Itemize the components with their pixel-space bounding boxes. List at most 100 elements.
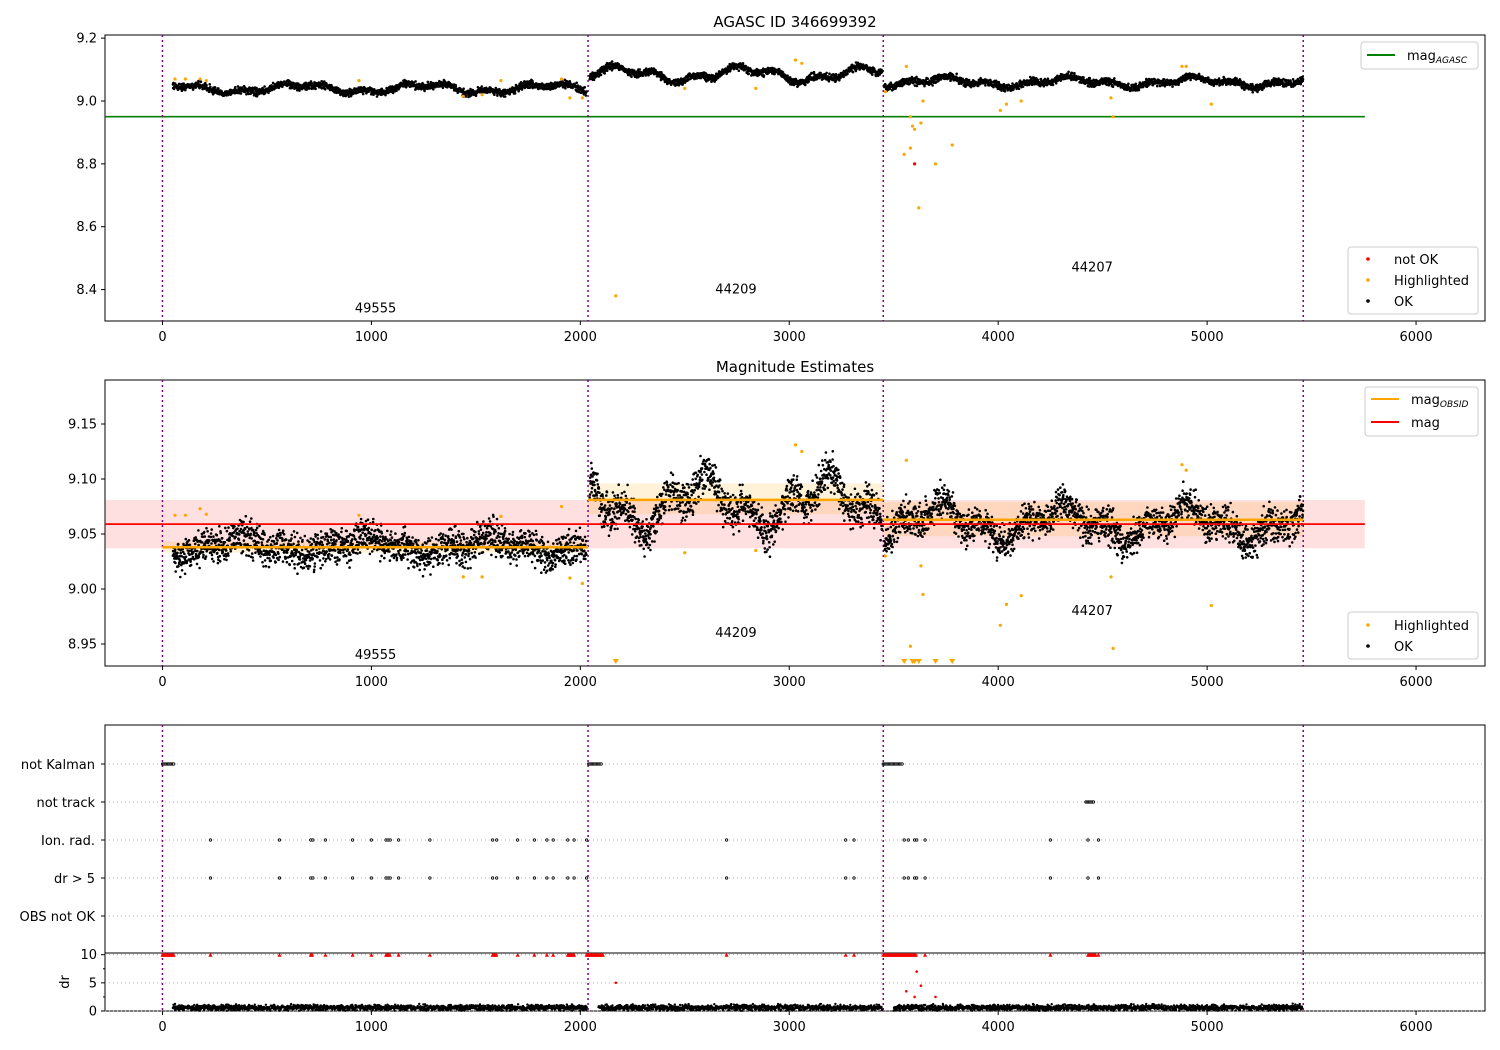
ok-point: [239, 92, 243, 95]
ok-point: [1263, 85, 1266, 89]
ok-point: [207, 90, 211, 93]
ok-point: [1111, 85, 1115, 88]
highlighted-point: [919, 121, 923, 125]
highlighted-point: [800, 61, 804, 65]
ok-point: [263, 85, 266, 88]
ok-point: [513, 92, 517, 95]
ok-point: [949, 78, 953, 81]
highlighted-point: [1209, 102, 1213, 106]
legend-lower-swatch: [1366, 299, 1370, 303]
x-tick-label: 6000: [1400, 330, 1433, 345]
ok-point: [1046, 77, 1050, 80]
ok-point: [1235, 77, 1238, 80]
x-tick-label: 2000: [564, 330, 597, 345]
ok-point: [255, 95, 259, 98]
ok-point: [320, 87, 324, 90]
panel-title-estimates: Magnitude Estimates: [716, 358, 874, 376]
ok-point: [1021, 85, 1025, 88]
ok-point: [804, 83, 807, 86]
ok-point: [247, 92, 250, 96]
ok-point: [493, 93, 496, 96]
highlighted-point: [904, 64, 908, 68]
ok-point: [825, 71, 828, 75]
ok-point: [915, 75, 918, 79]
ok-point: [347, 95, 351, 98]
highlighted-point: [1019, 99, 1023, 103]
ok-point: [1281, 80, 1284, 83]
ok-point: [236, 85, 240, 88]
axes-frame: [104, 34, 1486, 322]
ok-point: [1067, 70, 1070, 74]
ok-point: [1113, 77, 1116, 80]
legend-lower-label: Highlighted: [1394, 274, 1469, 289]
ok-point: [298, 89, 301, 92]
ok-point: [786, 74, 789, 77]
ok-point: [737, 69, 741, 72]
ok-point: [851, 70, 855, 74]
y-tick-label: 8.4: [76, 283, 97, 298]
ok-point: [1070, 71, 1074, 75]
ok-point: [263, 91, 267, 95]
ok-point: [592, 78, 596, 82]
highlighted-point: [913, 127, 917, 131]
ok-point: [1134, 82, 1138, 86]
highlighted-point: [183, 77, 187, 81]
highlighted-point: [559, 77, 564, 81]
highlighted-point: [902, 152, 906, 156]
ok-point: [633, 69, 636, 72]
y-tick-label: 8.8: [76, 157, 97, 172]
legend-lower-label: not OK: [1394, 253, 1439, 268]
highlighted-point: [910, 124, 915, 128]
obsid-label: 44207: [1072, 261, 1113, 276]
x-tick-label: 1000: [355, 330, 388, 345]
ok-point: [931, 84, 934, 87]
ok-point: [638, 68, 642, 71]
ok-point: [462, 87, 465, 90]
not-ok-point: [913, 162, 917, 166]
ok-point: [834, 73, 838, 76]
ok-point: [255, 86, 258, 90]
highlighted-point: [357, 79, 361, 83]
ok-point: [1171, 85, 1174, 88]
ok-point: [926, 77, 929, 80]
ok-point: [1088, 76, 1092, 80]
obsid-label: 44209: [715, 283, 756, 298]
highlighted-point: [173, 77, 177, 81]
ok-point: [585, 90, 588, 93]
ok-point: [480, 85, 484, 88]
ok-point: [828, 72, 831, 75]
ok-point: [617, 62, 620, 66]
ok-point: [245, 93, 248, 96]
ok-point: [1233, 83, 1237, 87]
ok-point: [603, 72, 606, 75]
ok-point: [375, 95, 379, 98]
ok-point: [584, 94, 588, 97]
highlighted-point: [908, 146, 913, 150]
highlighted-point: [614, 294, 618, 298]
ok-point: [353, 87, 356, 90]
ok-point: [208, 83, 211, 86]
ok-point: [1251, 90, 1254, 94]
ok-point: [1003, 90, 1007, 93]
highlighted-point: [1109, 96, 1113, 100]
ok-point: [454, 84, 458, 88]
ok-point: [361, 92, 365, 96]
ok-point: [217, 87, 220, 90]
ok-point: [1301, 77, 1305, 81]
ok-point: [741, 62, 745, 65]
ok-point: [807, 80, 810, 83]
ok-point: [267, 91, 270, 95]
highlighted-point: [1180, 64, 1184, 68]
x-tick-label: 5000: [1191, 330, 1224, 345]
ok-point: [838, 79, 841, 82]
ok-point: [871, 73, 874, 76]
y-tick-label: 9.2: [76, 32, 97, 47]
ok-point: [583, 86, 587, 89]
y-tick-label: 8.6: [76, 220, 97, 235]
ok-point: [464, 95, 468, 98]
ok-point: [564, 86, 567, 90]
x-tick-label: 0: [158, 330, 166, 345]
ok-point: [1217, 77, 1221, 80]
